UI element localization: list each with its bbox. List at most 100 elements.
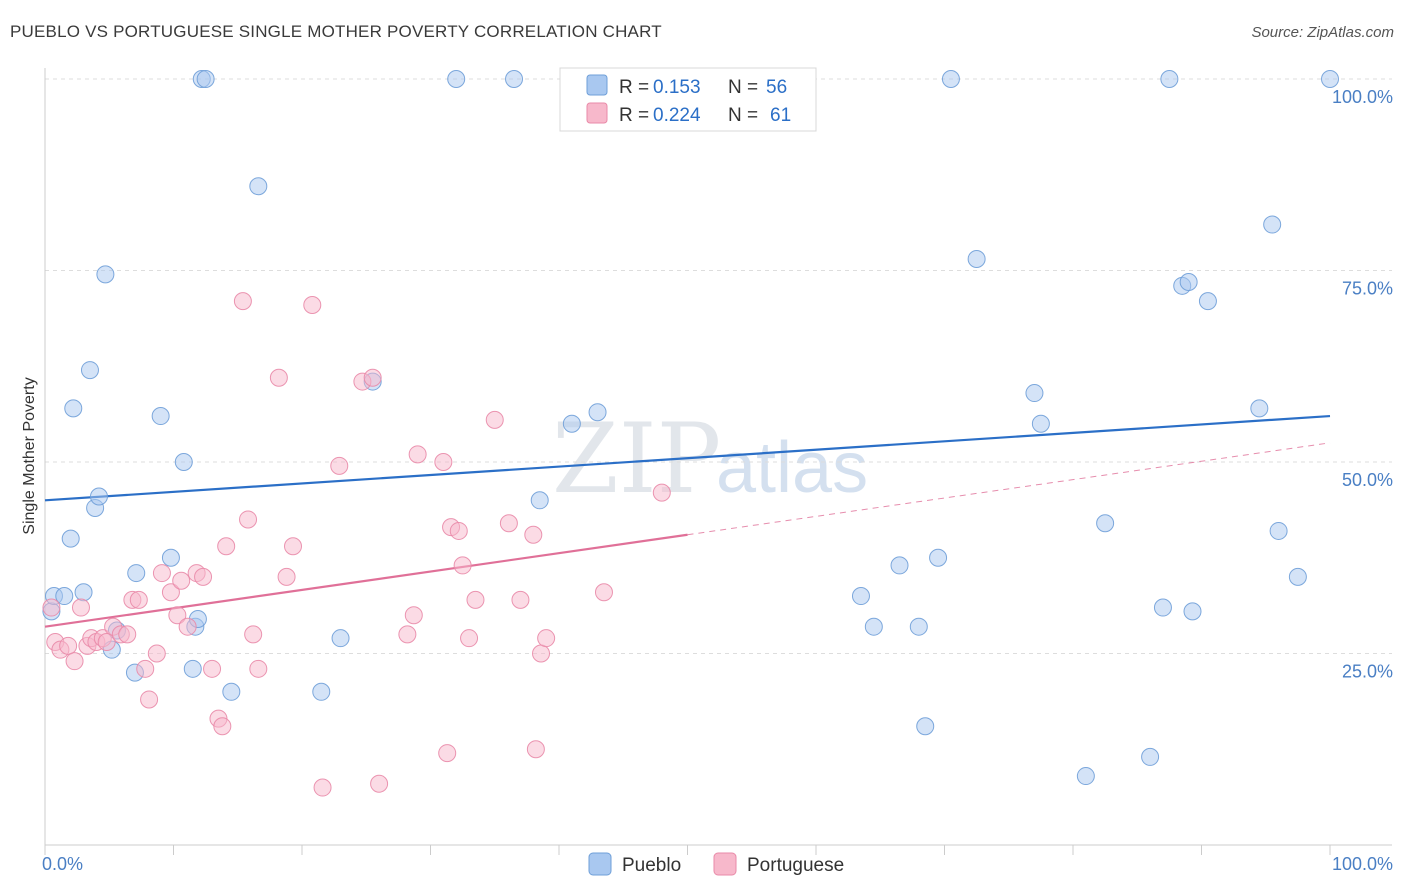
portuguese-point xyxy=(330,456,349,475)
portuguese-point xyxy=(213,717,232,736)
portuguese-point xyxy=(313,778,332,797)
portuguese-point xyxy=(249,659,268,678)
x-tick-label: 100.0% xyxy=(1332,854,1393,874)
portuguese-point xyxy=(65,652,84,671)
legend-r-label: R = xyxy=(619,77,649,98)
y-tick-label: 25.0% xyxy=(1342,662,1393,682)
legend-r-value: 0.153 xyxy=(653,77,701,98)
portuguese-point xyxy=(71,598,90,617)
grid xyxy=(45,78,1392,654)
pueblo-point xyxy=(864,617,883,636)
legend-n-value: 56 xyxy=(766,77,787,98)
pueblo-point xyxy=(127,564,146,583)
trend-lines xyxy=(44,414,1331,628)
pueblo-point xyxy=(1183,602,1202,621)
pueblo-point xyxy=(916,717,935,736)
pueblo-point xyxy=(447,70,466,88)
legend-n-value: 61 xyxy=(770,105,791,126)
pueblo-point xyxy=(562,414,581,433)
portuguese-point xyxy=(449,521,468,540)
portuguese-point xyxy=(178,617,197,636)
portuguese-point xyxy=(129,590,148,609)
portuguese-point xyxy=(269,368,288,387)
y-tick-label: 75.0% xyxy=(1342,279,1393,299)
pueblo-point xyxy=(851,587,870,606)
portuguese-point xyxy=(244,625,263,644)
pueblo-point xyxy=(1269,521,1288,540)
pueblo-trend-line xyxy=(44,414,1331,502)
portuguese-point xyxy=(453,556,472,575)
series-legend-swatch-portuguese xyxy=(713,852,737,876)
portuguese-point xyxy=(194,567,213,586)
portuguese-point xyxy=(652,483,671,502)
x-tick-labels: 0.0% 100.0% xyxy=(42,854,1393,874)
portuguese-point xyxy=(532,644,551,663)
portuguese-point xyxy=(217,537,236,556)
pueblo-point xyxy=(1250,399,1269,418)
portuguese-point xyxy=(537,629,556,648)
pueblo-point xyxy=(89,487,108,506)
pueblo-point xyxy=(80,361,99,380)
pueblo-point xyxy=(61,529,80,548)
pueblo-point xyxy=(1288,567,1307,586)
pueblo-point xyxy=(174,453,193,471)
pueblo-point xyxy=(890,556,909,575)
portuguese-point xyxy=(239,510,258,529)
legend-r-label: R = xyxy=(619,105,649,126)
y-axis-title: Single Mother Poverty xyxy=(21,377,38,534)
portuguese-point xyxy=(303,295,322,314)
portuguese-point xyxy=(594,583,613,602)
pueblo-point xyxy=(74,583,93,602)
pueblo-point xyxy=(331,629,350,648)
portuguese-point xyxy=(404,606,423,625)
portuguese-point xyxy=(136,659,155,678)
axes xyxy=(44,68,1392,855)
pueblo-point xyxy=(222,682,241,701)
pueblo-point xyxy=(312,682,331,701)
legend-n-label: N = xyxy=(728,105,758,126)
portuguese-point xyxy=(168,606,187,625)
pueblo-point xyxy=(1031,414,1050,433)
pueblo-point xyxy=(96,265,115,284)
portuguese-point xyxy=(524,525,543,544)
portuguese-point xyxy=(460,629,479,648)
portuguese-point xyxy=(42,598,61,617)
portuguese-point xyxy=(118,625,137,644)
portuguese-point xyxy=(398,625,417,644)
pueblo-point xyxy=(1141,747,1160,766)
pueblo-point xyxy=(588,403,607,422)
portuguese-point xyxy=(526,740,545,759)
source-label: Source: ZipAtlas.com xyxy=(1251,24,1394,41)
pueblo-point xyxy=(183,659,202,678)
portuguese-point xyxy=(97,633,116,652)
pueblo-point xyxy=(196,70,215,88)
portuguese-trend-line xyxy=(44,533,688,628)
pueblo-point xyxy=(530,491,549,510)
portuguese-point xyxy=(284,537,303,556)
portuguese-point xyxy=(233,292,252,311)
pueblo-point xyxy=(1160,70,1179,88)
legend-swatch-portuguese xyxy=(586,102,608,124)
portuguese-point xyxy=(172,571,191,590)
portuguese-point xyxy=(408,445,427,464)
pueblo-point xyxy=(929,548,948,567)
portuguese-point xyxy=(59,636,78,655)
portuguese-point xyxy=(140,690,159,709)
portuguese-point xyxy=(499,514,518,533)
pueblo-point xyxy=(1263,215,1282,234)
portuguese-trend-extension xyxy=(687,442,1331,536)
chart-title: PUEBLO VS PORTUGUESE SINGLE MOTHER POVER… xyxy=(10,22,662,41)
x-tick-label: 0.0% xyxy=(42,854,83,874)
portuguese-point xyxy=(511,590,530,609)
portuguese-point xyxy=(277,567,296,586)
pueblo-point xyxy=(1321,70,1339,88)
pueblo-point xyxy=(55,587,74,606)
series-legend-label-portuguese: Portuguese xyxy=(747,855,844,876)
portuguese-point xyxy=(434,453,453,471)
portuguese-point xyxy=(438,744,457,763)
watermark-atlas: atlas xyxy=(716,428,868,508)
y-tick-label: 50.0% xyxy=(1342,470,1393,490)
pueblo-point xyxy=(151,407,170,426)
data-points xyxy=(42,70,1339,797)
